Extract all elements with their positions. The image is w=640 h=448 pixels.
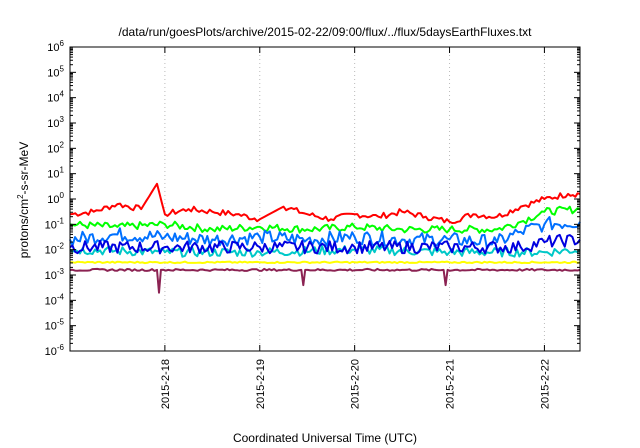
y-tick-label: 105 [47,64,64,79]
y-tick-label: 101 [47,166,64,181]
x-tick-label: 2015-2-18 [160,359,172,409]
y-tick-label: 104 [47,90,64,105]
y-tick-label: 106 [47,39,64,54]
x-tick-label: 2015-2-19 [255,359,267,409]
y-tick-label: 10-1 [45,216,65,231]
series-line-0 [69,182,581,224]
y-tick-label: 10-5 [45,318,65,333]
series-line-5 [70,260,581,265]
y-tick-label: 10-2 [45,242,65,257]
y-axis: 10-6 10-5 10-4 10-3 10-2 10-1 100 101 102 103 104 1… [45,39,580,358]
x-tick-label: 2015-2-22 [539,359,551,409]
series-line-3 [69,245,581,258]
y-tick-label: 10-4 [45,292,65,307]
grid [164,47,545,351]
y-tick-label: 103 [47,115,64,130]
y-tick-label: 102 [47,140,64,155]
y-tick-label: 10-3 [45,267,65,282]
x-axis: 2015-2-18 2015-2-19 2015-2-20 2015-2-21 2015… [160,47,551,409]
y-tick-label: 10-6 [45,343,65,358]
x-tick-label: 2015-2-21 [445,359,457,409]
series-line-1 [69,205,581,234]
series-line-6 [69,267,581,294]
y-axis-label: protons/cm2-s-sr-MeV [16,142,31,258]
series-line-2 [69,216,581,250]
series-line-4 [69,233,581,255]
series-layer [69,182,581,294]
x-axis-label: Coordinated Universal Time (UTC) [233,431,417,445]
chart-title: /data/run/goesPlots/archive/2015-02-22/0… [119,25,533,39]
x-tick-label: 2015-2-20 [350,359,362,409]
y-tick-label: 100 [47,191,64,206]
